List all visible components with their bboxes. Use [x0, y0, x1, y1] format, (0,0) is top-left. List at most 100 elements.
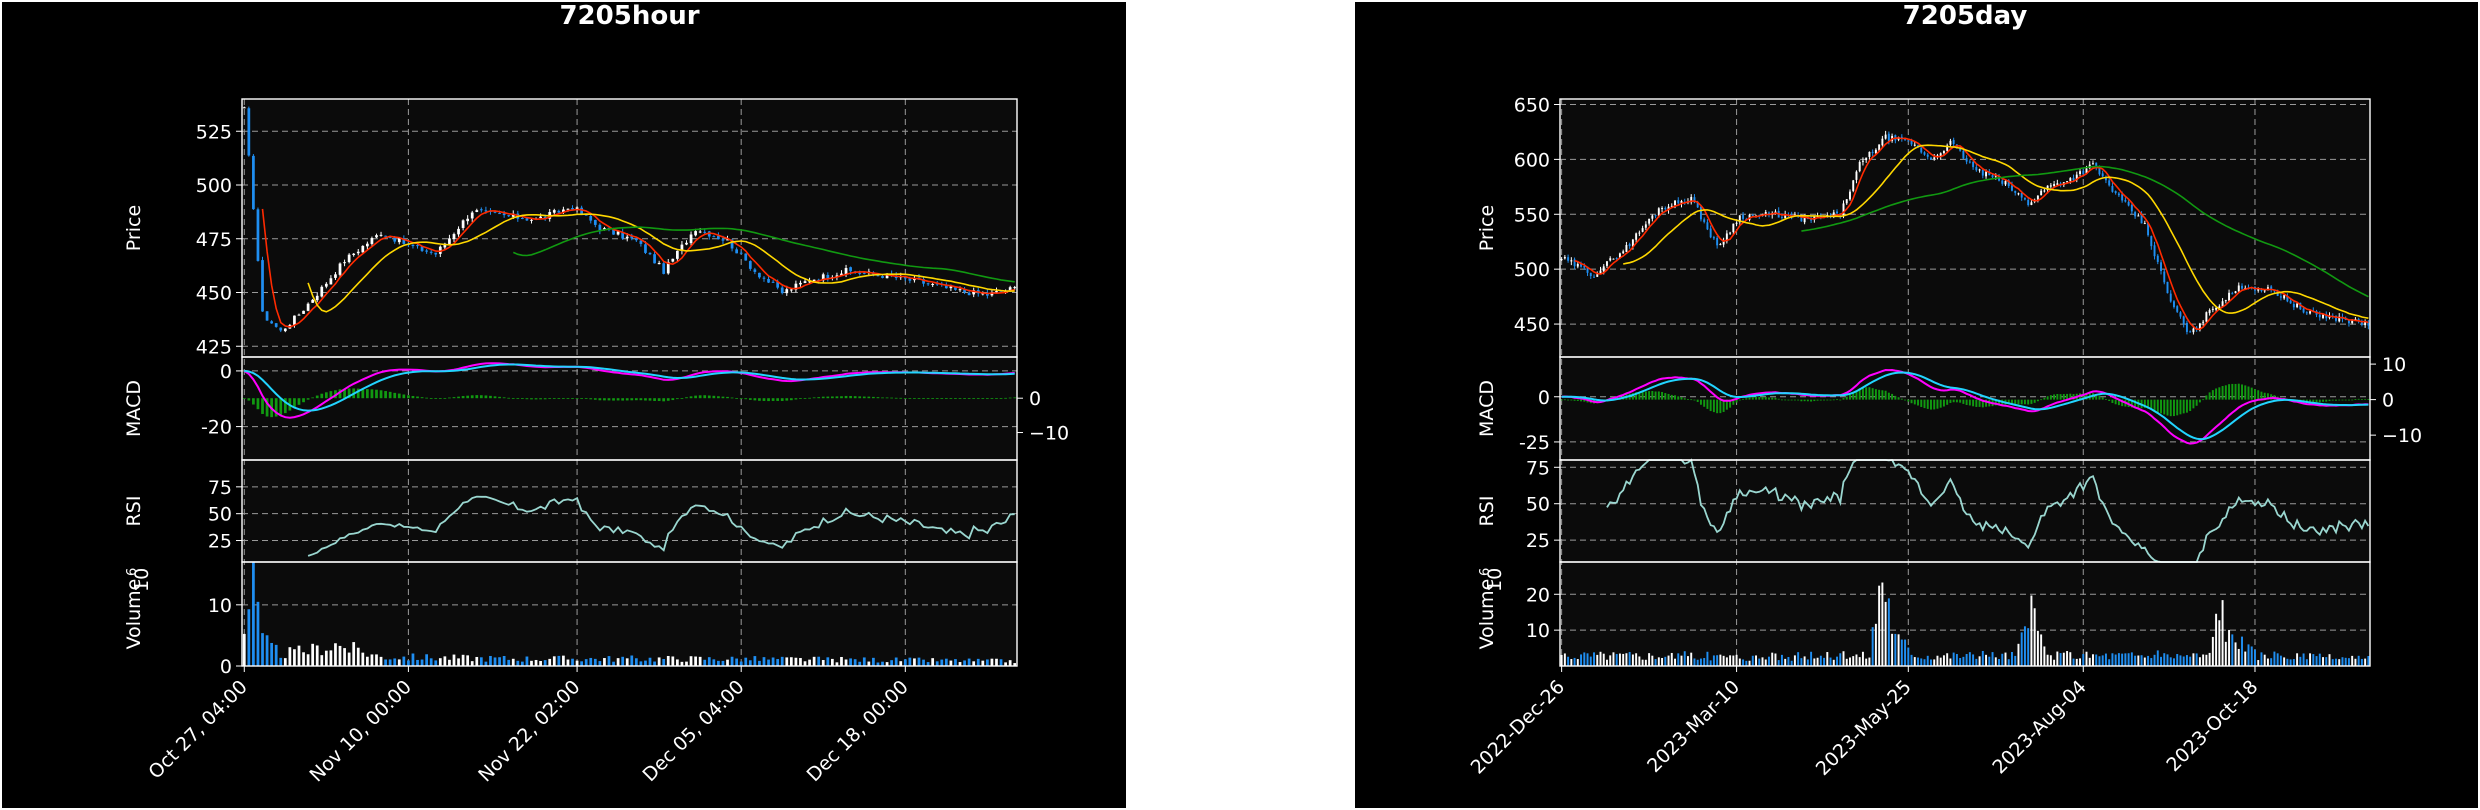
macd-histogram-bar	[1664, 393, 1667, 400]
macd-histogram-bar	[2147, 399, 2150, 409]
volume-bar	[999, 659, 1003, 666]
macd-histogram-bar	[443, 397, 447, 399]
macd-histogram-bar	[2218, 387, 2221, 400]
macd-histogram-bar	[876, 397, 880, 399]
candle-body	[1599, 270, 1602, 274]
volume-bar	[1887, 598, 1890, 666]
candle-body	[2075, 174, 2078, 180]
macd-histogram-bar	[598, 398, 602, 401]
candle-body	[1978, 169, 1981, 171]
x-tick-label: 2023-Aug-04	[1988, 676, 2090, 778]
macd-histogram-bar	[963, 398, 966, 399]
candle-body	[580, 207, 583, 215]
candle-body	[1612, 258, 1615, 260]
candle-body	[2004, 181, 2007, 185]
macd-histogram-bar	[1900, 398, 1903, 400]
macd-histogram-bar	[484, 395, 488, 399]
candle-body	[2364, 321, 2367, 326]
volume-bar	[671, 656, 675, 666]
volume-bar	[598, 661, 602, 666]
macd-histogram-bar	[511, 398, 515, 399]
macd-histogram-bar	[644, 398, 647, 401]
volume-bar	[1813, 658, 1816, 666]
candle-body	[1690, 196, 1693, 203]
volume-bar	[261, 633, 264, 666]
candle-body	[2221, 301, 2224, 307]
volume-bar	[1683, 651, 1686, 666]
macd-histogram-bar	[384, 391, 387, 399]
volume-bar	[470, 661, 474, 666]
volume-bar	[2163, 653, 2166, 666]
volume-bar	[803, 661, 807, 666]
candle-body	[343, 262, 346, 264]
volume-bar	[1703, 658, 1706, 666]
candle-body	[2130, 204, 2133, 212]
macd-histogram-bar	[1699, 399, 1702, 405]
volume-bar	[502, 655, 506, 666]
macd-histogram-bar	[744, 398, 748, 400]
price-axis-label: Price	[1476, 205, 1498, 251]
macd-histogram-bar	[748, 398, 752, 400]
candle-body	[242, 107, 246, 109]
volume-bar	[2254, 649, 2256, 666]
macd-histogram-bar	[799, 398, 802, 399]
macd-histogram-bar	[2143, 399, 2146, 408]
macd-histogram-bar	[1586, 399, 1589, 403]
volume-bar	[402, 656, 406, 666]
macd-histogram-bar	[562, 398, 565, 399]
candle-body	[707, 231, 711, 237]
candle-body	[666, 261, 670, 274]
volume-bar	[698, 656, 702, 666]
macd-histogram-bar	[448, 397, 451, 399]
macd-histogram-bar	[1858, 388, 1861, 400]
candle-body	[1900, 136, 1903, 139]
volume-bar	[2244, 651, 2247, 666]
macd-histogram-bar	[2263, 392, 2266, 400]
macd-histogram-bar	[2195, 399, 2198, 406]
macd-histogram-bar	[397, 393, 401, 399]
candle-body	[1742, 215, 1745, 219]
candle-body	[1716, 237, 1719, 246]
candle-body	[1696, 202, 1699, 208]
candle-body	[452, 234, 456, 239]
macd-histogram-bar	[479, 395, 483, 399]
candle-body	[1641, 228, 1644, 232]
candle-body	[808, 281, 811, 283]
macd-histogram-bar	[557, 398, 561, 399]
volume-bar	[1858, 657, 1861, 666]
macd-histogram-bar	[639, 398, 643, 401]
macd-histogram-bar	[949, 398, 953, 399]
candle-body	[972, 290, 976, 295]
volume-bar	[2069, 652, 2072, 666]
candle-body	[2234, 291, 2237, 294]
macd-histogram-bar	[899, 397, 903, 399]
candle-body	[575, 207, 579, 210]
candle-body	[1638, 232, 1641, 234]
volume-bar	[908, 657, 912, 666]
volume-bar	[2257, 660, 2260, 666]
macd-histogram-bar	[1855, 390, 1858, 400]
candle-body	[662, 263, 666, 274]
candle-body	[1959, 148, 1962, 151]
candle-body	[826, 274, 830, 279]
volume-bar	[343, 648, 346, 666]
candle-body	[2137, 215, 2140, 217]
macd-histogram-bar	[1868, 387, 1871, 400]
macd-histogram-bar	[944, 398, 948, 399]
volume-bar	[1946, 653, 1949, 666]
macd-histogram-bar	[416, 396, 419, 399]
macd-histogram-bar	[739, 398, 743, 399]
macd-histogram-bar	[1968, 399, 1971, 406]
macd-histogram-bar	[2205, 395, 2208, 400]
macd-histogram-bar	[2198, 399, 2201, 403]
volume-bar	[2169, 657, 2172, 666]
macd-histogram-bar	[502, 397, 506, 399]
macd-histogram-bar	[981, 398, 985, 399]
candle-body	[2198, 323, 2201, 331]
macd-histogram-bar	[1580, 399, 1583, 402]
macd-histogram-bar	[1722, 399, 1725, 412]
candle-body	[370, 237, 374, 244]
macd-histogram-bar	[311, 397, 315, 399]
macd-histogram-bar	[530, 398, 533, 400]
candle-body	[1991, 175, 1994, 178]
